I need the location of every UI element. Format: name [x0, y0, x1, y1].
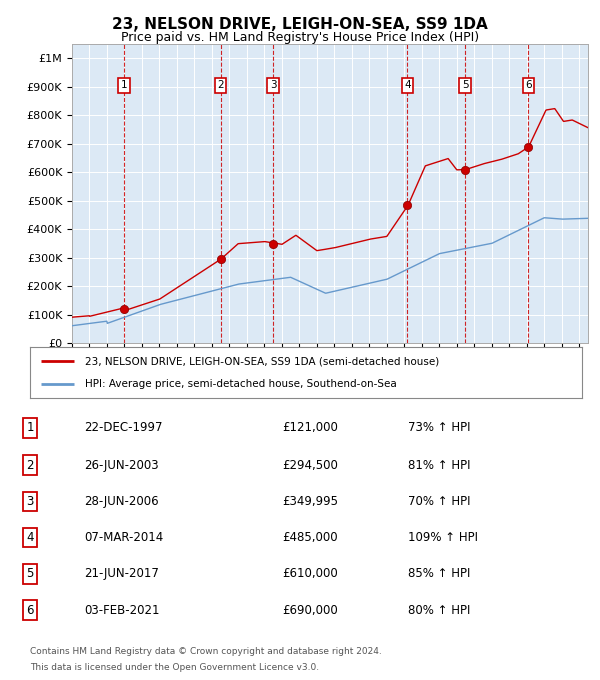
Text: 2: 2 — [26, 459, 34, 472]
Text: Price paid vs. HM Land Registry's House Price Index (HPI): Price paid vs. HM Land Registry's House … — [121, 31, 479, 44]
Text: 6: 6 — [525, 80, 532, 90]
Text: This data is licensed under the Open Government Licence v3.0.: This data is licensed under the Open Gov… — [30, 663, 319, 672]
Text: £121,000: £121,000 — [282, 421, 338, 435]
Text: 2: 2 — [217, 80, 224, 90]
Text: 85% ↑ HPI: 85% ↑ HPI — [408, 567, 470, 580]
Text: 73% ↑ HPI: 73% ↑ HPI — [408, 421, 470, 435]
Text: 1: 1 — [26, 421, 34, 435]
Text: 4: 4 — [404, 80, 411, 90]
Text: £349,995: £349,995 — [282, 495, 338, 508]
Text: 28-JUN-2006: 28-JUN-2006 — [84, 495, 158, 508]
Text: 21-JUN-2017: 21-JUN-2017 — [84, 567, 159, 580]
Text: 23, NELSON DRIVE, LEIGH-ON-SEA, SS9 1DA (semi-detached house): 23, NELSON DRIVE, LEIGH-ON-SEA, SS9 1DA … — [85, 356, 439, 366]
Text: 03-FEB-2021: 03-FEB-2021 — [84, 604, 160, 617]
Text: £485,000: £485,000 — [282, 531, 338, 544]
Text: 81% ↑ HPI: 81% ↑ HPI — [408, 459, 470, 472]
Text: 5: 5 — [462, 80, 469, 90]
Text: 26-JUN-2003: 26-JUN-2003 — [84, 459, 158, 472]
Text: 80% ↑ HPI: 80% ↑ HPI — [408, 604, 470, 617]
Text: 6: 6 — [26, 604, 34, 617]
Text: Contains HM Land Registry data © Crown copyright and database right 2024.: Contains HM Land Registry data © Crown c… — [30, 647, 382, 656]
Text: 07-MAR-2014: 07-MAR-2014 — [84, 531, 163, 544]
Text: 22-DEC-1997: 22-DEC-1997 — [84, 421, 163, 435]
Text: HPI: Average price, semi-detached house, Southend-on-Sea: HPI: Average price, semi-detached house,… — [85, 379, 397, 388]
Text: 3: 3 — [26, 495, 34, 508]
Text: £294,500: £294,500 — [282, 459, 338, 472]
Text: 1: 1 — [121, 80, 127, 90]
Text: 23, NELSON DRIVE, LEIGH-ON-SEA, SS9 1DA: 23, NELSON DRIVE, LEIGH-ON-SEA, SS9 1DA — [112, 17, 488, 32]
Text: 109% ↑ HPI: 109% ↑ HPI — [408, 531, 478, 544]
Text: 4: 4 — [26, 531, 34, 544]
Text: £690,000: £690,000 — [282, 604, 338, 617]
Text: 5: 5 — [26, 567, 34, 580]
Text: 70% ↑ HPI: 70% ↑ HPI — [408, 495, 470, 508]
Text: 3: 3 — [269, 80, 276, 90]
Text: £610,000: £610,000 — [282, 567, 338, 580]
